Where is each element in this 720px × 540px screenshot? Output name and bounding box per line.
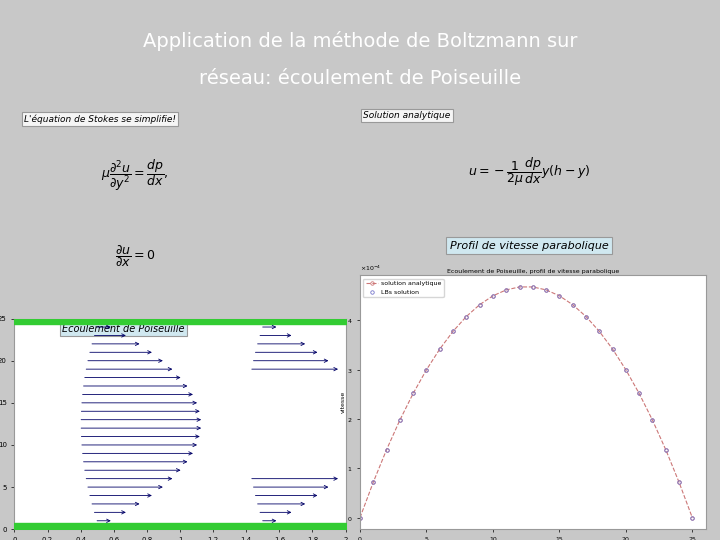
solution analytique: [369, 479, 377, 485]
solution analytique: [608, 346, 617, 352]
solution analytique: [436, 346, 444, 352]
solution analytique: [422, 367, 431, 373]
solution analytique: [489, 293, 498, 299]
LBs solution: [568, 301, 577, 308]
solution analytique: [555, 293, 564, 299]
LBs solution: [436, 346, 444, 352]
solution analytique: [541, 287, 550, 293]
LBs solution: [409, 390, 418, 397]
LBs solution: [449, 328, 457, 335]
LBs solution: [489, 293, 498, 299]
LBs solution: [475, 301, 484, 308]
LBs solution: [462, 313, 471, 320]
Text: réseau: écoulement de Poiseuille: réseau: écoulement de Poiseuille: [199, 69, 521, 87]
LBs solution: [555, 293, 564, 299]
solution analytique: [449, 328, 457, 335]
LBs solution: [688, 515, 697, 521]
LBs solution: [608, 346, 617, 352]
LBs solution: [662, 447, 670, 453]
LBs solution: [595, 328, 603, 335]
LBs solution: [541, 287, 550, 293]
Legend: solution analytique, LBs solution: solution analytique, LBs solution: [363, 279, 444, 298]
LBs solution: [528, 284, 537, 290]
LBs solution: [422, 367, 431, 373]
LBs solution: [648, 417, 657, 423]
solution analytique: [475, 301, 484, 308]
solution analytique: [648, 417, 657, 423]
solution analytique: [356, 515, 364, 521]
solution analytique: [662, 447, 670, 453]
LBs solution: [395, 417, 404, 423]
Line: LBs solution: LBs solution: [359, 285, 694, 519]
solution analytique: [568, 301, 577, 308]
Text: Profil de vitesse parabolique: Profil de vitesse parabolique: [450, 241, 608, 251]
Text: Ecoulement de Poiseuille: Ecoulement de Poiseuille: [63, 324, 185, 334]
Text: Application de la méthode de Boltzmann sur: Application de la méthode de Boltzmann s…: [143, 31, 577, 51]
solution analytique: [502, 287, 510, 293]
Text: Solution analytique: Solution analytique: [364, 111, 451, 120]
LBs solution: [635, 390, 644, 397]
LBs solution: [502, 287, 510, 293]
solution analytique: [382, 447, 391, 453]
Text: L'équation de Stokes se simplifie!: L'équation de Stokes se simplifie!: [24, 114, 176, 124]
LBs solution: [516, 284, 524, 290]
LBs solution: [369, 479, 377, 485]
Line: solution analytique: solution analytique: [359, 285, 694, 519]
Text: $\dfrac{\partial u}{\partial x} = 0$: $\dfrac{\partial u}{\partial x} = 0$: [114, 243, 155, 269]
solution analytique: [675, 479, 683, 485]
solution analytique: [621, 367, 630, 373]
Text: $u = -\dfrac{1}{2\mu}\dfrac{dp}{dx}y(h-y)$: $u = -\dfrac{1}{2\mu}\dfrac{dp}{dx}y(h-y…: [468, 155, 590, 188]
LBs solution: [675, 479, 683, 485]
LBs solution: [382, 447, 391, 453]
Title: Ecoulement de Poiseuille, profil de vitesse parabolique: Ecoulement de Poiseuille, profil de vite…: [446, 268, 619, 274]
solution analytique: [635, 390, 644, 397]
solution analytique: [395, 417, 404, 423]
LBs solution: [356, 515, 364, 521]
Y-axis label: vitesse: vitesse: [341, 391, 346, 414]
solution analytique: [688, 515, 697, 521]
Text: $\mu\dfrac{\partial^2 u}{\partial y^2} = \dfrac{dp}{dx},$: $\mu\dfrac{\partial^2 u}{\partial y^2} =…: [101, 158, 168, 193]
solution analytique: [409, 390, 418, 397]
solution analytique: [595, 328, 603, 335]
solution analytique: [582, 313, 590, 320]
LBs solution: [582, 313, 590, 320]
solution analytique: [528, 284, 537, 290]
solution analytique: [516, 284, 524, 290]
LBs solution: [621, 367, 630, 373]
solution analytique: [462, 313, 471, 320]
